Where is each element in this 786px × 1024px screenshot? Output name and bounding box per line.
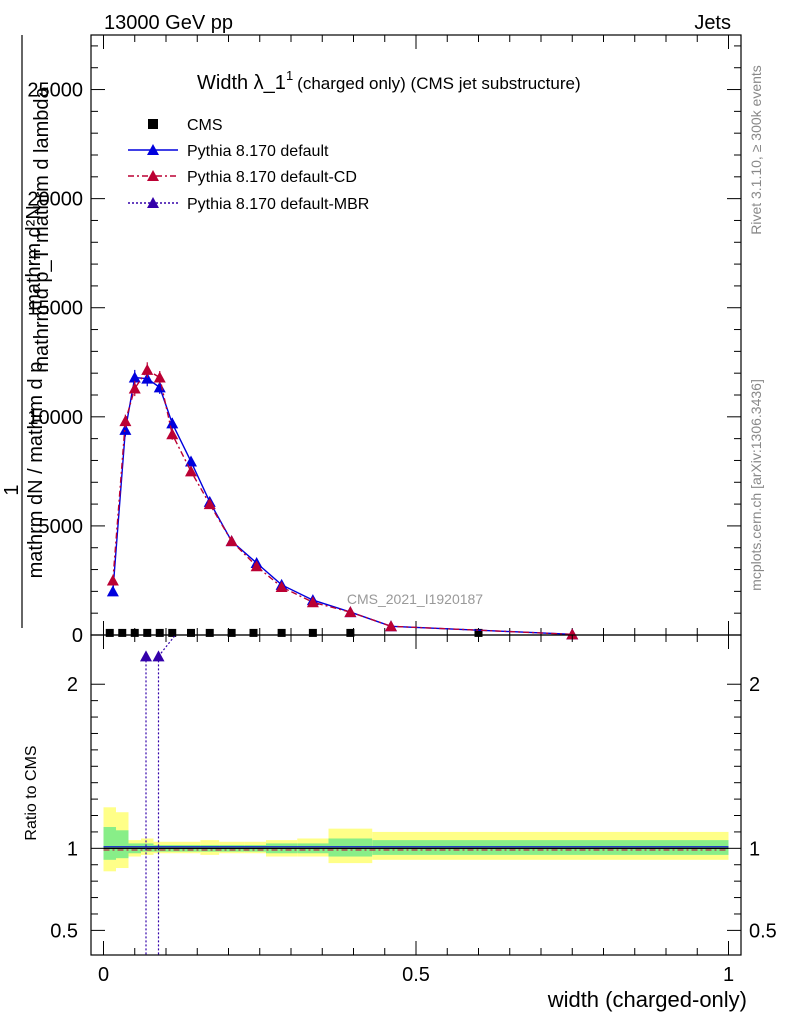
ratio-y-tick-label: 1 [67, 838, 78, 860]
process-label: Jets [694, 12, 731, 34]
main-y-tick-label: 25000 [27, 80, 83, 102]
ratio-mbr-connector [158, 634, 176, 657]
ratio-y-tick-label-right: 2 [749, 674, 760, 696]
ratio-band-green [103, 827, 116, 860]
ratio-x-axis: 0 0.5 1 [98, 635, 734, 986]
legend-cd-marker [147, 170, 159, 181]
ratio-band-green [328, 838, 373, 857]
series-cd-marker [385, 620, 397, 632]
energy-label: 13000 GeV pp [104, 12, 233, 34]
main-y-tick-label: 15000 [27, 298, 83, 320]
series-default-line [112, 376, 573, 636]
ratio-mbr-marker [140, 650, 152, 662]
ratio-band-green [372, 840, 729, 855]
series-default-marker [119, 423, 132, 435]
main-y-tick-label: 0 [72, 625, 83, 647]
series-cd-marker [106, 574, 119, 586]
cms-data-point [308, 628, 317, 637]
main-y-axis: 0 5000 10000 15000 20000 25000 [27, 45, 741, 647]
cms-data-point [105, 628, 114, 637]
series-cd-marker [119, 415, 132, 427]
series-cd-marker [275, 581, 288, 592]
rivet-info: Rivet 3.1.10, ≥ 300k events [748, 65, 764, 235]
series-cd-marker [153, 371, 166, 383]
legend: CMS Pythia 8.170 default Pythia 8.170 de… [128, 117, 369, 213]
cms-data-point [277, 628, 286, 637]
main-y-tick-label: 5000 [39, 516, 84, 538]
ratio-panel: 0.5 0.51 12 2 0 0.5 1 Ratio to CMS width (cha… [23, 634, 777, 1012]
cms-data-point [118, 628, 127, 637]
cms-data-point [168, 628, 177, 637]
series-cd-marker [306, 596, 319, 608]
legend-cms-marker [148, 119, 158, 129]
cms-data-point [227, 628, 236, 637]
ratio-y-tick-label: 2 [67, 674, 78, 696]
watermark: CMS_2021_I1920187 [347, 591, 483, 607]
legend-default-label: Pythia 8.170 default [187, 143, 329, 160]
series-cd-line [112, 368, 573, 636]
legend-cms-label: CMS [187, 117, 223, 134]
title-sup: 1 [286, 68, 293, 83]
ratio-y-tick-label-right: 1 [749, 838, 760, 860]
ratio-uncertainty-bands [103, 807, 729, 872]
cms-data-point [187, 628, 195, 637]
cms-data-point [155, 628, 164, 637]
cms-data-point [130, 628, 139, 637]
series-cd-marker [128, 382, 141, 394]
cms-data-point [474, 628, 483, 637]
y-label-prefix: 1 [1, 484, 23, 495]
ratio-plot-frame [90, 634, 742, 956]
cms-data-point [346, 628, 355, 637]
y-label-frac-left: mathrm dN / mathrm d p [25, 362, 47, 579]
y-label-numerator: mathrm d²N [23, 205, 45, 311]
series-cd-marker [566, 628, 579, 640]
legend-cd-label: Pythia 8.170 default-CD [187, 169, 357, 186]
ratio-y-tick-label: 0.5 [50, 920, 78, 942]
title-main: Width λ_1 [197, 72, 286, 94]
series-cd-marker [250, 560, 263, 572]
mcplots-info: mcplots.cern.ch [arXiv:1306.3436] [748, 379, 764, 591]
series-cd-marker [166, 428, 179, 440]
ratio-x-tick-label: 0 [98, 964, 109, 986]
cms-data-point [205, 628, 214, 637]
legend-mbr-marker [147, 197, 159, 208]
legend-default-marker [147, 144, 159, 155]
ratio-y-axis: 0.5 0.5 1 1 2 2 [50, 674, 777, 942]
main-series-layer [105, 362, 579, 640]
title-suffix: (charged only) (CMS jet substructure) [297, 74, 580, 93]
y-label-denominator: mathrm d p_T mathrm d lambda [31, 86, 53, 372]
ratio-x-tick-label: 1 [723, 964, 734, 986]
ratio-y-tick-label-right: 0.5 [749, 920, 777, 942]
series-cd-marker [203, 498, 216, 510]
cms-data-point [143, 628, 152, 637]
legend-mbr-label: Pythia 8.170 default-MBR [187, 196, 369, 213]
chart-title: Width λ_11 (charged only) (CMS jet substr… [197, 68, 581, 94]
series-cd-marker [344, 606, 357, 618]
main-panel: 0 5000 10000 15000 20000 25000 CMS_2021_I1920… [1, 34, 764, 647]
main-y-label: mathrm d²N mathrm d p_T mathrm d lambda … [1, 35, 53, 628]
series-default-marker [141, 372, 154, 384]
main-y-tick-label: 20000 [27, 189, 83, 211]
cms-data-point [249, 628, 258, 637]
ratio-band-green [141, 843, 154, 852]
series-default-marker [106, 585, 119, 597]
series-default-marker [166, 417, 179, 429]
ratio-y-label: Ratio to CMS [23, 745, 40, 840]
ratio-band-green [116, 830, 129, 859]
series-default-marker [128, 371, 141, 383]
main-y-tick-label: 10000 [27, 407, 83, 429]
series-cd-marker [225, 535, 238, 547]
series-default-marker [185, 455, 197, 467]
x-axis-label: width (charged-only) [547, 987, 747, 1012]
series-cd-marker [141, 363, 154, 375]
series-cd-marker [185, 465, 197, 477]
ratio-x-tick-label: 0.5 [402, 964, 430, 986]
ratio-series-layer [103, 634, 729, 955]
